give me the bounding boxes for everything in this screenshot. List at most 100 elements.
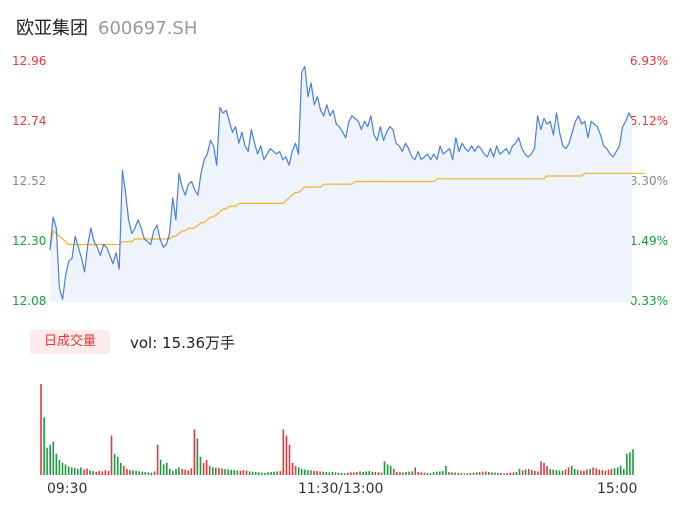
volume-bar (561, 470, 564, 475)
volume-bar (601, 470, 604, 475)
y2-tick-label: 3.30% (629, 174, 668, 188)
volume-bar (126, 468, 128, 475)
y-tick-label: 12.08 (12, 294, 47, 308)
volume-bar (386, 464, 389, 475)
volume-bar (83, 469, 85, 475)
volume-bar (392, 468, 395, 475)
y2-tick-label: -0.33% (625, 294, 668, 308)
volume-bar (469, 472, 472, 475)
volume-bar (279, 471, 282, 475)
stock-name: 欧亚集团 (16, 18, 88, 39)
volume-bar (423, 472, 426, 475)
volume-bar (586, 469, 588, 475)
volume-bar (138, 471, 140, 475)
volume-bar (396, 472, 398, 475)
volume-bar (270, 472, 272, 475)
volume-bar (261, 472, 263, 475)
volume-bar (135, 470, 137, 475)
volume-bar (98, 470, 101, 475)
volume-bar (236, 470, 239, 475)
volume-bar (485, 471, 487, 475)
volume-bar (294, 465, 297, 475)
x-tick-label: 15:00 (597, 481, 638, 497)
volume-bar (475, 472, 478, 475)
volume-bar (77, 468, 79, 475)
volume-bar (589, 468, 591, 475)
volume-bar (531, 470, 533, 475)
volume-bar (58, 459, 61, 475)
volume-bar (337, 472, 340, 475)
volume-bar (573, 468, 576, 475)
volume-bar (307, 470, 309, 475)
volume-bar (503, 473, 505, 475)
volume-bar (405, 472, 407, 475)
volume-bar (515, 472, 518, 475)
volume-bar (196, 438, 199, 475)
volume-total-label: vol: 15.36万手 (130, 334, 235, 352)
volume-bar (527, 468, 530, 475)
volume-bar (552, 469, 554, 475)
volume-bar (472, 472, 475, 475)
volume-bar (144, 472, 147, 475)
volume-bar (215, 467, 217, 475)
volume-bar (190, 468, 193, 475)
volume-bar (558, 470, 561, 475)
volume-bar (613, 468, 616, 475)
y2-tick-label: 1.49% (629, 234, 668, 248)
volume-bar (181, 468, 183, 475)
volume-bar (616, 467, 619, 475)
volume-bar (218, 468, 220, 475)
volume-bar (417, 472, 420, 475)
volume-bar (285, 435, 288, 475)
volume-period-tab[interactable]: 日成交量 (30, 330, 110, 354)
volume-bar (549, 468, 551, 475)
volume-bar (205, 459, 208, 475)
volume-bar (239, 470, 242, 475)
volume-bar (607, 469, 610, 475)
volume-bar (46, 447, 48, 475)
volume-bar (353, 472, 355, 475)
volume-bar (350, 472, 352, 475)
average-price-line (49, 172, 645, 251)
volume-bar (445, 465, 447, 475)
volume-bar (610, 468, 613, 475)
volume-bar (564, 469, 567, 475)
volume-bar (242, 470, 245, 475)
volume-bar (92, 471, 94, 475)
volume-bar (540, 461, 542, 476)
volume-bar (86, 468, 88, 475)
x-tick-label: 11:30/13:00 (298, 481, 384, 497)
volume-bar (187, 470, 189, 475)
volume-bar (55, 453, 58, 475)
volume-bar (389, 465, 392, 475)
page-title: 欧亚集团 600697.SH (16, 14, 197, 40)
volume-bar (481, 471, 484, 475)
volume-bar (506, 472, 508, 475)
volume-bar (147, 472, 150, 475)
volume-bar (580, 470, 582, 475)
volume-bar (288, 444, 291, 475)
volume-bar (49, 444, 51, 475)
volume-bar (95, 472, 97, 475)
volume-bar (89, 470, 91, 475)
volume-bar (432, 472, 435, 475)
volume-bar (156, 444, 159, 475)
volume-bar (362, 472, 364, 475)
volume-bar (70, 467, 73, 475)
volume-bar (491, 472, 493, 475)
x-tick-label: 09:30 (47, 481, 88, 497)
volume-bar (448, 472, 450, 475)
volume-bar (304, 469, 306, 475)
volume-bar (368, 471, 370, 475)
volume-bar (276, 471, 278, 475)
volume-bar (451, 472, 453, 475)
volume-bar (325, 472, 328, 475)
volume-bar (346, 472, 349, 475)
volume-bar (300, 468, 303, 475)
volume-bar (377, 472, 380, 475)
volume-bar (426, 472, 429, 475)
volume-bar (343, 473, 346, 475)
volume-bar (534, 470, 536, 475)
volume-bar (267, 472, 269, 475)
